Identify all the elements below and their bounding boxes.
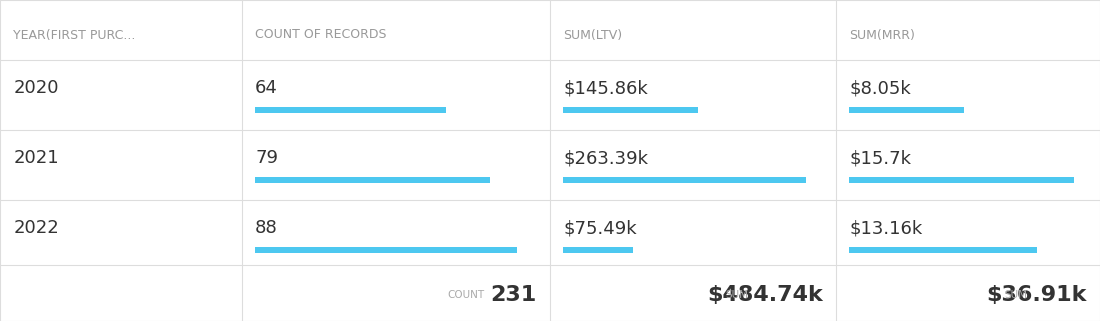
- Text: COUNT OF RECORDS: COUNT OF RECORDS: [255, 29, 387, 41]
- Text: $36.91k: $36.91k: [987, 285, 1087, 305]
- Text: $8.05k: $8.05k: [849, 79, 911, 97]
- Text: SUM: SUM: [725, 290, 748, 300]
- Text: 2021: 2021: [13, 149, 58, 167]
- Text: 64: 64: [255, 79, 278, 97]
- Text: 2022: 2022: [13, 219, 59, 237]
- Text: $13.16k: $13.16k: [849, 219, 923, 237]
- Text: SUM: SUM: [1004, 290, 1027, 300]
- Text: COUNT: COUNT: [447, 290, 484, 300]
- Text: $75.49k: $75.49k: [563, 219, 637, 237]
- Text: $263.39k: $263.39k: [563, 149, 648, 167]
- Text: 79: 79: [255, 149, 278, 167]
- Text: SUM(LTV): SUM(LTV): [563, 29, 623, 41]
- Text: $484.74k: $484.74k: [707, 285, 823, 305]
- Bar: [563, 107, 697, 113]
- Bar: [849, 107, 965, 113]
- Bar: [563, 247, 632, 253]
- Text: $145.86k: $145.86k: [563, 79, 648, 97]
- Bar: [255, 107, 446, 113]
- Text: 88: 88: [255, 219, 278, 237]
- Bar: [255, 177, 491, 183]
- Bar: [849, 177, 1074, 183]
- Text: 2020: 2020: [13, 79, 58, 97]
- Text: YEAR(FIRST PURC...: YEAR(FIRST PURC...: [13, 29, 135, 41]
- Text: SUM(MRR): SUM(MRR): [849, 29, 915, 41]
- Text: $15.7k: $15.7k: [849, 149, 911, 167]
- Bar: [563, 177, 806, 183]
- Bar: [849, 247, 1037, 253]
- Text: 231: 231: [491, 285, 537, 305]
- Bar: [255, 247, 517, 253]
